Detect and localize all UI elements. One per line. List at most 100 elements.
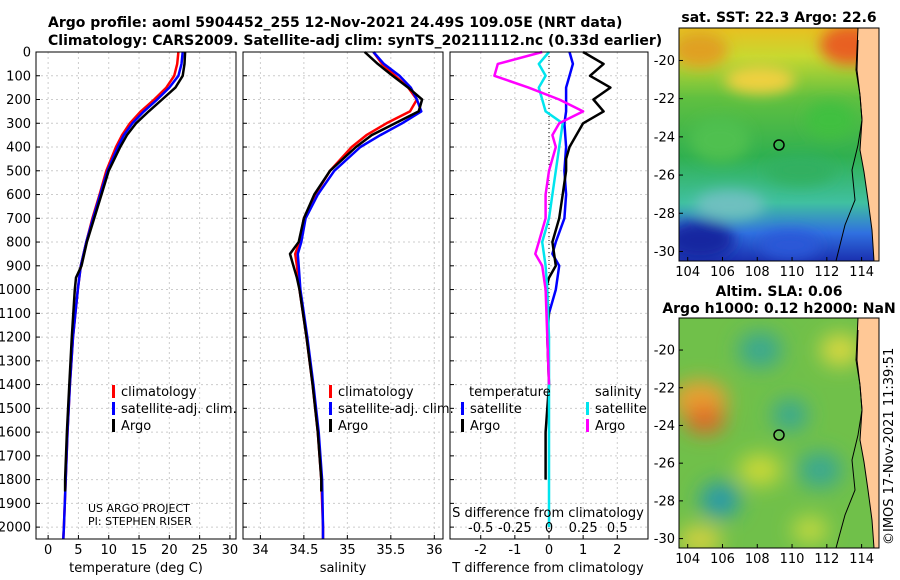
s-tick-label: 0 xyxy=(545,521,553,536)
y-tick-label: 700 xyxy=(6,212,31,227)
map-x-tick-label: 112 xyxy=(814,552,839,567)
legend-swatch-argo xyxy=(112,419,115,432)
x-tick-label: 1 xyxy=(579,543,587,558)
y-tick-label: 2000 xyxy=(0,521,31,536)
s-tick-label: 0.5 xyxy=(607,521,628,536)
sla-map-frame xyxy=(678,317,880,549)
salinity-xlabel: salinity xyxy=(320,561,367,576)
legend-climatology: climatology xyxy=(121,385,197,400)
y-tick-label: 800 xyxy=(6,236,31,251)
salinity-panel-frame xyxy=(242,51,444,540)
map-x-tick-label: 104 xyxy=(675,552,700,567)
y-tick-label: 1200 xyxy=(0,331,31,346)
y-tick-label: 1400 xyxy=(0,378,31,393)
difference-panel: -2 -1 0 1 2 -0.5 -0.25 0 0.25 0.5 S difference f… xyxy=(449,50,649,576)
legend-swatch-satellite xyxy=(112,402,115,415)
series-line-satellite-adj-clim- xyxy=(296,51,423,539)
temperature-legend: climatology satellite-adj. clim. Argo xyxy=(112,385,237,434)
y-tick-label: 1800 xyxy=(0,473,31,488)
legend-satellite: satellite-adj. clim. xyxy=(121,402,237,417)
map-x-tick-label: 114 xyxy=(849,265,874,280)
map-x-tick-label: 106 xyxy=(710,265,735,280)
x-tick-label: 0 xyxy=(44,543,52,558)
y-tick-label: 0 xyxy=(23,46,31,61)
x-tick-label: 36 xyxy=(426,543,443,558)
legend-argo: Argo xyxy=(121,419,151,434)
x-tick-label: 25 xyxy=(191,543,208,558)
salinity-legend: climatology satellite-adj. clim. Argo xyxy=(329,385,454,434)
map-y-tick-label: -22 xyxy=(654,381,675,396)
sst-map: sat. SST: 22.3 Argo: 22.6 104 106 108 110 11… xyxy=(654,10,880,280)
legend-s-argo: Argo xyxy=(595,419,625,434)
y-tick-label: 1600 xyxy=(0,426,31,441)
series-line-argo xyxy=(63,51,187,492)
imos-timestamp: ©IMOS 17-Nov-2021 11:39:51 xyxy=(882,348,897,545)
map-x-tick-label: 108 xyxy=(745,265,770,280)
legend-swatch-t-satellite xyxy=(461,402,464,415)
x-tick-label: 0 xyxy=(545,543,553,558)
salinity-panel: 34 34.5 35 35.5 36 salinity climatology sate… xyxy=(242,51,454,576)
series-line-argo xyxy=(288,51,424,492)
s-tick-label: 0.25 xyxy=(569,521,598,536)
map-y-tick-label: -20 xyxy=(654,344,675,359)
legend-swatch-s-argo xyxy=(586,419,589,432)
sla-depth-contour xyxy=(835,329,863,548)
map-y-tick-label: -24 xyxy=(654,130,675,145)
map-x-tick-label: 114 xyxy=(849,552,874,567)
legend-swatch-satellite xyxy=(329,402,332,415)
x-tick-label: 10 xyxy=(100,543,117,558)
sla-argo-marker xyxy=(773,429,785,441)
y-tick-label: 900 xyxy=(6,259,31,274)
map-y-tick-label: -20 xyxy=(654,54,675,69)
y-tick-label: 500 xyxy=(6,164,31,179)
sla-map: Altim. SLA: 0.06 Argo h1000: 0.12 h2000:… xyxy=(654,284,896,567)
sla-map-title-1: Altim. SLA: 0.06 xyxy=(715,284,842,300)
map-x-tick-label: 110 xyxy=(780,552,805,567)
map-y-tick-label: -26 xyxy=(654,169,675,184)
legend-swatch-t-argo xyxy=(461,419,464,432)
x-tick-label: 34.5 xyxy=(289,543,318,558)
map-y-tick-label: -30 xyxy=(654,245,675,260)
difference-legend: temperature salinity satellite Argo sate… xyxy=(461,385,647,434)
s-difference-label: S difference from climatology xyxy=(452,506,644,521)
sst-map-title: sat. SST: 22.3 Argo: 22.6 xyxy=(681,10,876,26)
legend-climatology: climatology xyxy=(338,385,414,400)
temperature-xlabel: temperature (deg C) xyxy=(69,561,203,576)
pi-label: PI: STEPHEN RISER xyxy=(88,515,192,528)
legend-swatch-argo xyxy=(329,419,332,432)
title-line-2: Climatology: CARS2009. Satellite-adj cli… xyxy=(48,33,662,49)
project-label: US ARGO PROJECT xyxy=(88,502,190,515)
y-tick-label: 400 xyxy=(6,141,31,156)
temperature-panel-frame xyxy=(35,51,237,540)
legend-satellite: satellite-adj. clim. xyxy=(338,402,454,417)
map-x-tick-label: 110 xyxy=(780,265,805,280)
s-tick-label: -0.25 xyxy=(498,521,532,536)
map-y-tick-label: -26 xyxy=(654,457,675,472)
legend-argo: Argo xyxy=(338,419,368,434)
x-tick-label: -2 xyxy=(474,543,487,558)
legend-t-satellite: satellite xyxy=(470,402,522,417)
map-y-tick-label: -28 xyxy=(654,207,675,222)
x-tick-label: 35.5 xyxy=(376,543,405,558)
s-tick-label: -0.5 xyxy=(468,521,493,536)
series-line-t-satellite xyxy=(547,51,575,314)
t-difference-xlabel: T difference from climatology xyxy=(451,561,644,576)
title-line-1: Argo profile: aoml 5904452_255 12-Nov-20… xyxy=(48,15,622,31)
series-line-satellite-adj-clim- xyxy=(62,51,184,540)
sst-argo-marker xyxy=(773,139,785,151)
y-tick-label: 1500 xyxy=(0,402,31,417)
legend-swatch-s-satellite xyxy=(586,402,589,415)
legend-temperature-title: temperature xyxy=(469,385,551,400)
x-tick-label: 5 xyxy=(74,543,82,558)
legend-s-satellite: satellite xyxy=(595,402,647,417)
y-tick-label: 1000 xyxy=(0,283,31,298)
map-x-tick-label: 108 xyxy=(745,552,770,567)
x-tick-label: 2 xyxy=(613,543,621,558)
series-line-climatology xyxy=(62,51,180,540)
y-tick-label: 200 xyxy=(6,93,31,108)
map-x-tick-label: 112 xyxy=(814,265,839,280)
legend-swatch-climatology xyxy=(329,385,332,398)
y-tick-label: 100 xyxy=(6,69,31,84)
map-x-tick-label: 106 xyxy=(710,552,735,567)
